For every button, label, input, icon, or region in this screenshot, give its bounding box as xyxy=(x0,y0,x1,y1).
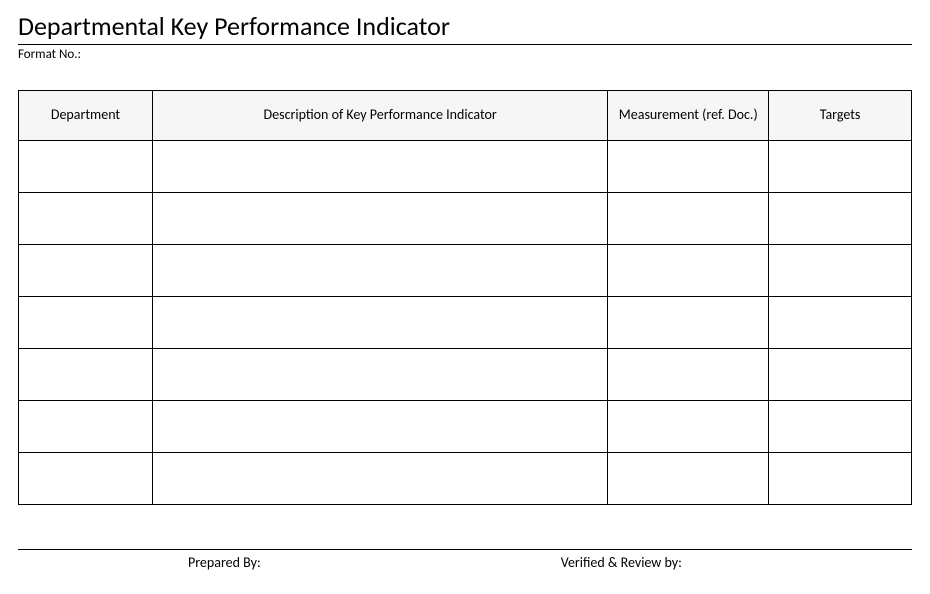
cell xyxy=(608,141,769,193)
cell xyxy=(769,297,912,349)
verified-by-label: Verified & Review by: xyxy=(561,554,682,571)
table-row xyxy=(19,297,912,349)
col-header-targets: Targets xyxy=(769,91,912,141)
table-row xyxy=(19,453,912,505)
table-row xyxy=(19,245,912,297)
cell xyxy=(769,453,912,505)
cell xyxy=(608,193,769,245)
cell xyxy=(152,141,607,193)
cell xyxy=(19,453,153,505)
table-row xyxy=(19,141,912,193)
footer-rule xyxy=(18,549,912,550)
cell xyxy=(19,349,153,401)
cell xyxy=(608,245,769,297)
cell xyxy=(608,349,769,401)
title-rule xyxy=(18,44,912,45)
cell xyxy=(19,245,153,297)
col-header-measurement: Measurement (ref. Doc.) xyxy=(608,91,769,141)
cell xyxy=(19,193,153,245)
cell xyxy=(608,297,769,349)
col-header-department: Department xyxy=(19,91,153,141)
format-number-label: Format No.: xyxy=(18,47,912,62)
cell xyxy=(769,401,912,453)
cell xyxy=(152,401,607,453)
table-row xyxy=(19,193,912,245)
cell xyxy=(608,401,769,453)
cell xyxy=(152,193,607,245)
cell xyxy=(19,297,153,349)
table-row xyxy=(19,401,912,453)
cell xyxy=(152,453,607,505)
cell xyxy=(19,141,153,193)
table-header-row: Department Description of Key Performanc… xyxy=(19,91,912,141)
table-row xyxy=(19,349,912,401)
cell xyxy=(19,401,153,453)
col-header-description: Description of Key Performance Indicator xyxy=(152,91,607,141)
kpi-table: Department Description of Key Performanc… xyxy=(18,90,912,505)
cell xyxy=(152,245,607,297)
cell xyxy=(769,193,912,245)
prepared-by-label: Prepared By: xyxy=(188,554,261,571)
cell xyxy=(152,349,607,401)
cell xyxy=(769,141,912,193)
footer: Prepared By: Verified & Review by: xyxy=(18,549,912,571)
cell xyxy=(608,453,769,505)
cell xyxy=(152,297,607,349)
table-body xyxy=(19,141,912,505)
cell xyxy=(769,245,912,297)
page-title: Departmental Key Performance Indicator xyxy=(18,10,912,42)
cell xyxy=(769,349,912,401)
